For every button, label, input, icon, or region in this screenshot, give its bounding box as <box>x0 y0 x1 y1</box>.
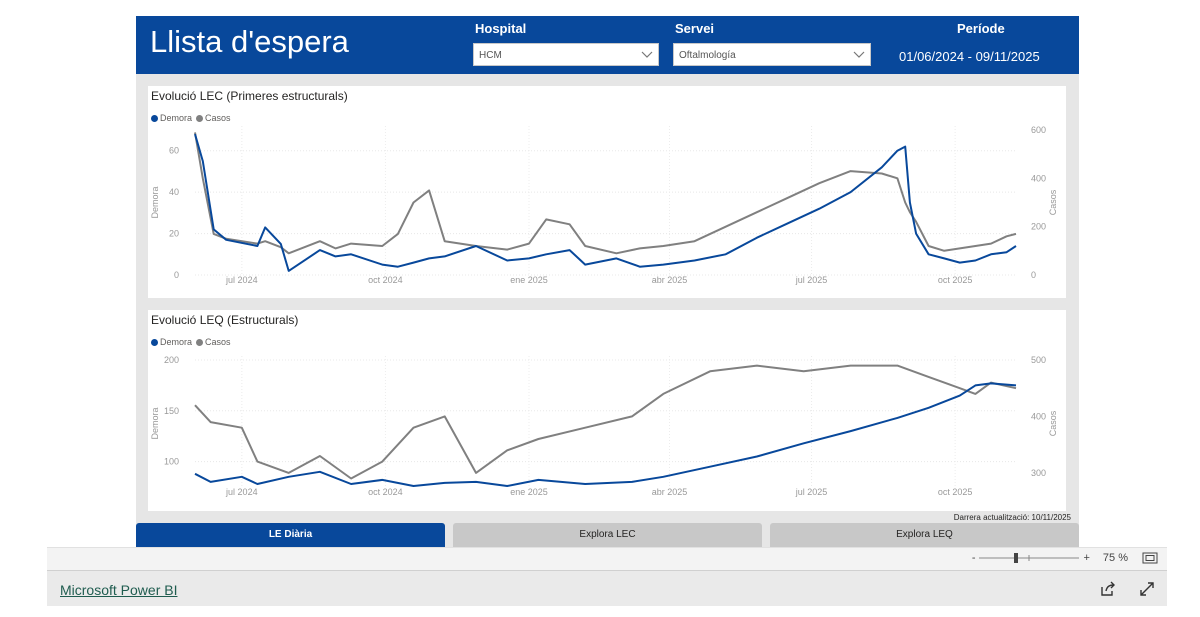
hospital-select[interactable]: HCM <box>473 43 659 66</box>
tab-le-diaria[interactable]: LE Diària <box>136 523 445 547</box>
y-tick-label: 0 <box>174 270 179 280</box>
legend-demora-marker <box>151 114 158 122</box>
periode-value: 01/06/2024 - 09/11/2025 <box>899 49 1040 64</box>
fit-to-page-icon[interactable] <box>1142 552 1158 564</box>
zoom-bar: - + 75 % <box>47 547 1167 570</box>
legend-demora-label: Demora <box>160 337 193 347</box>
x-tick-label: ene 2025 <box>510 275 548 285</box>
hospital-filter-label: Hospital <box>475 21 527 36</box>
y2-tick-label: 0 <box>1031 270 1036 280</box>
x-tick-label: oct 2024 <box>368 275 403 285</box>
legend-casos-marker <box>196 338 204 346</box>
y-axis-title: Demora <box>150 407 160 439</box>
y-tick-label: 40 <box>169 187 179 197</box>
series-line-casos <box>194 132 1017 255</box>
series-line-casos <box>194 364 1017 480</box>
x-tick-label: abr 2025 <box>652 275 688 285</box>
x-tick-label: oct 2025 <box>938 487 973 497</box>
y2-tick-label: 400 <box>1031 173 1046 183</box>
y2-tick-label: 500 <box>1031 355 1046 365</box>
zoom-out-button[interactable]: - <box>971 552 976 564</box>
y-tick-label: 60 <box>169 146 179 156</box>
legend-casos-label: Casos <box>205 337 231 347</box>
leq-chart-card: 100 150 200 300 400 500 jul 2024 oct 2024 ene 20… <box>148 310 1066 511</box>
y-tick-label: 20 <box>169 229 179 239</box>
report-header: Llista d'espera Hospital HCM Servei Ofta… <box>136 16 1079 74</box>
chevron-down-icon <box>641 51 653 58</box>
x-tick-label: oct 2025 <box>938 275 973 285</box>
last-update-note: Darrera actualització: 10/11/2025 <box>953 513 1071 522</box>
leq-chart[interactable]: 100 150 200 300 400 500 jul 2024 oct 2024 ene 20… <box>148 310 1066 511</box>
y-tick-label: 100 <box>164 457 179 467</box>
servei-select-value: Oftalmología <box>679 50 736 61</box>
fullscreen-icon[interactable] <box>1138 580 1156 598</box>
y-tick-label: 150 <box>164 406 179 416</box>
x-tick-label: jul 2025 <box>795 275 828 285</box>
tab-explora-lec[interactable]: Explora LEC <box>453 523 762 547</box>
zoom-control: - + 75 % <box>972 552 1158 564</box>
legend-casos-label: Casos <box>205 113 231 123</box>
leq-chart-title: Evolució LEQ (Estructurals) <box>151 313 299 327</box>
chevron-down-icon <box>853 51 865 58</box>
x-tick-label: ene 2025 <box>510 487 548 497</box>
share-icon[interactable] <box>1099 580 1117 598</box>
power-bi-link[interactable]: Microsoft Power BI <box>60 582 178 598</box>
x-tick-label: oct 2024 <box>368 487 403 497</box>
y2-tick-label: 300 <box>1031 468 1046 478</box>
y2-axis-title: Casos <box>1048 410 1058 436</box>
periode-filter-label: Període <box>957 21 1005 36</box>
y-tick-label: 200 <box>164 355 179 365</box>
y2-tick-label: 600 <box>1031 125 1046 135</box>
x-tick-label: jul 2024 <box>225 275 258 285</box>
x-tick-label: jul 2025 <box>795 487 828 497</box>
lec-legend: Demora Casos <box>151 113 231 123</box>
servei-select[interactable]: Oftalmología <box>673 43 871 66</box>
y2-axis-title: Casos <box>1048 189 1058 215</box>
x-tick-label: abr 2025 <box>652 487 688 497</box>
bottom-bar: Microsoft Power BI <box>47 570 1167 606</box>
lec-chart-card: 0 20 40 60 0 200 400 600 jul 2024 oct 2024 ene 202… <box>148 86 1066 298</box>
zoom-slider-thumb[interactable] <box>1014 553 1019 563</box>
hospital-select-value: HCM <box>479 50 502 61</box>
series-line-demora <box>194 133 1017 272</box>
legend-demora-label: Demora <box>160 113 193 123</box>
zoom-level: 75 % <box>1102 552 1128 564</box>
x-tick-label: jul 2024 <box>225 487 258 497</box>
leq-legend: Demora Casos <box>151 337 231 347</box>
y2-tick-label: 200 <box>1031 222 1046 232</box>
servei-filter-label: Servei <box>675 21 715 36</box>
zoom-slider[interactable] <box>979 552 1080 564</box>
report-title: Llista d'espera <box>150 24 349 59</box>
zoom-in-button[interactable]: + <box>1083 552 1090 564</box>
legend-casos-marker <box>196 114 204 122</box>
report-canvas: Llista d'espera Hospital HCM Servei Ofta… <box>136 16 1079 547</box>
y-axis-title: Demora <box>150 186 160 218</box>
legend-demora-marker <box>151 338 158 346</box>
tab-explora-leq[interactable]: Explora LEQ <box>770 523 1079 547</box>
series-line-demora <box>194 382 1017 487</box>
lec-chart-title: Evolució LEC (Primeres estructurals) <box>151 89 348 103</box>
y2-tick-label: 400 <box>1031 411 1046 421</box>
